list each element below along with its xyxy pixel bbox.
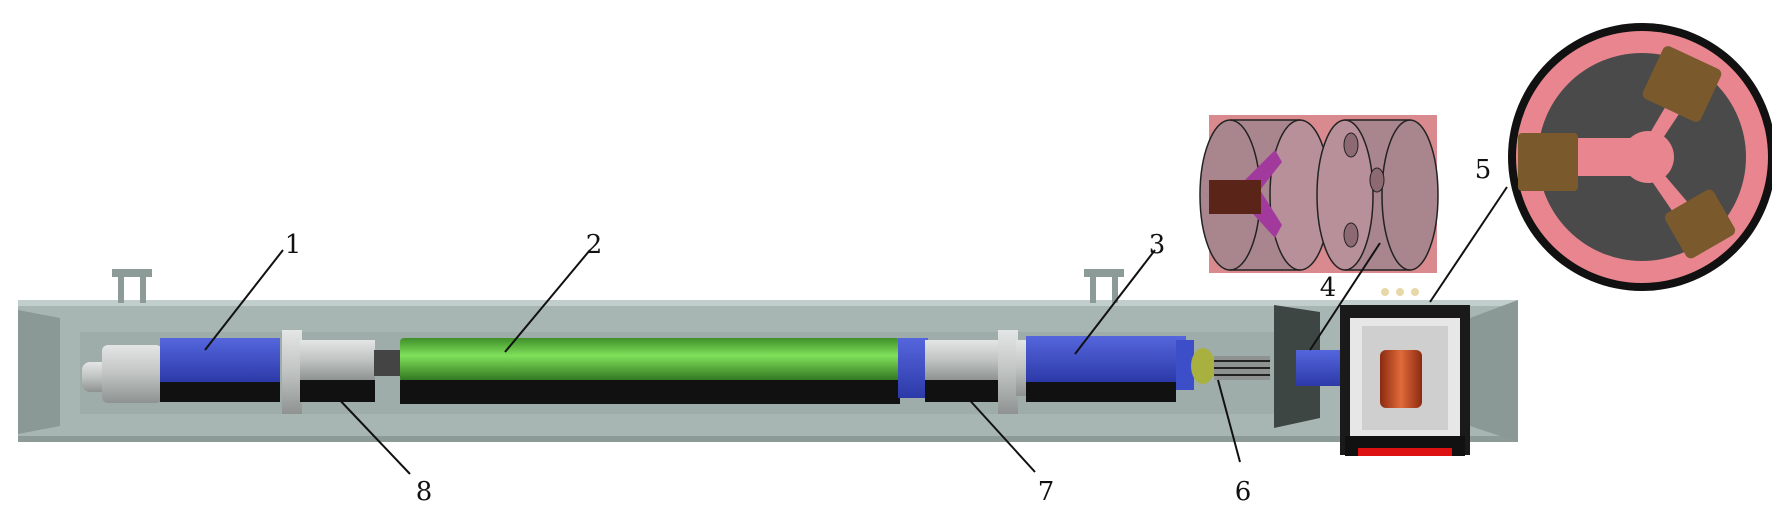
leader-lines xyxy=(204,186,1508,475)
label-3: 3 xyxy=(1149,230,1166,260)
part-4-coupling xyxy=(1274,305,1340,428)
part-6-shaft xyxy=(1214,356,1270,380)
label-1: 1 xyxy=(285,230,302,260)
part-1-blue-block xyxy=(160,338,280,402)
label-7: 7 xyxy=(1038,477,1055,505)
label-2: 2 xyxy=(586,230,603,260)
part-7-sleeve xyxy=(898,330,1026,414)
coupling-disks-inset xyxy=(1199,115,1439,273)
part-3-blue-block xyxy=(1026,336,1194,402)
label-8: 8 xyxy=(416,477,433,505)
motor-assembly xyxy=(1340,288,1470,456)
label-4: 4 xyxy=(1320,273,1337,303)
part-2-green-rod xyxy=(400,338,900,404)
label-5: 5 xyxy=(1475,155,1492,185)
left-end-cap xyxy=(82,345,162,403)
connector-cone xyxy=(1191,348,1215,384)
part-8-sleeve xyxy=(282,330,404,414)
label-6: 6 xyxy=(1235,477,1252,505)
top-bracket-right xyxy=(1084,269,1124,303)
cross-section-inset xyxy=(1508,23,1772,291)
top-bracket-left xyxy=(112,269,152,303)
